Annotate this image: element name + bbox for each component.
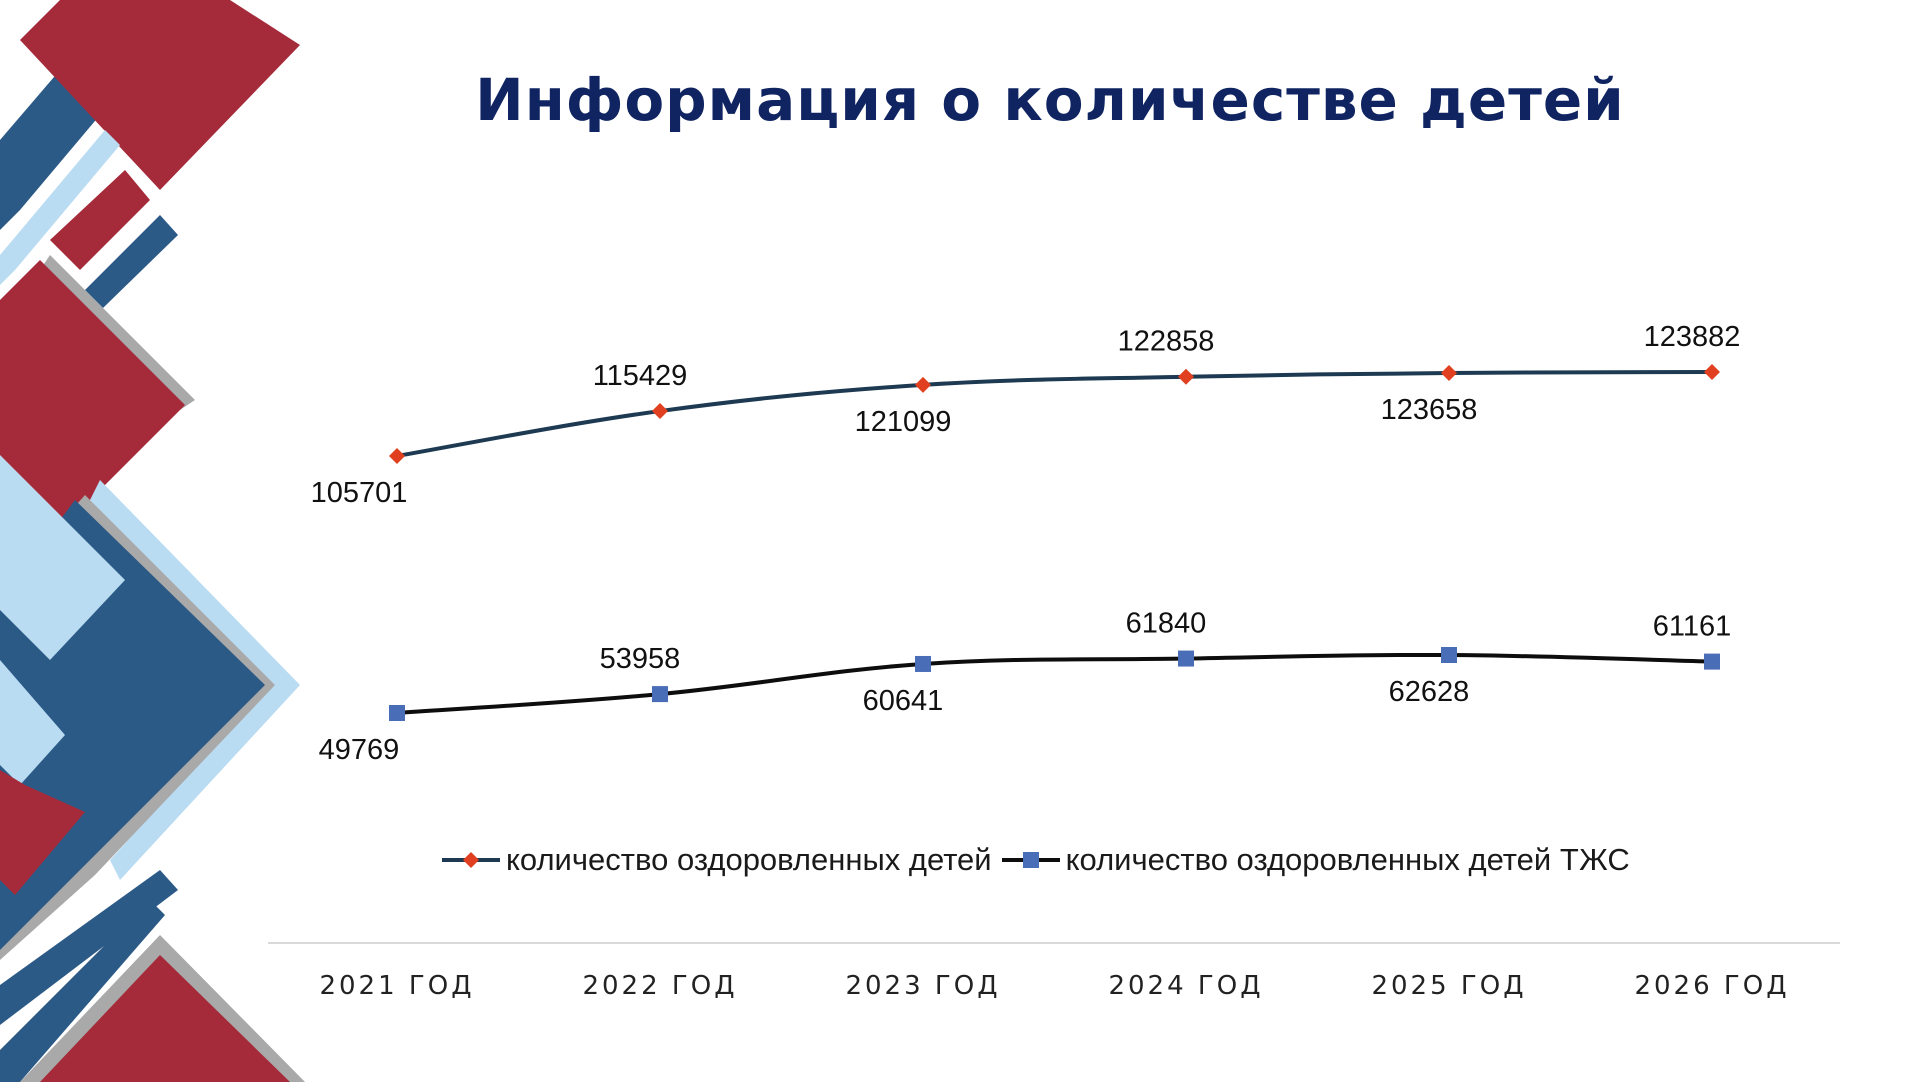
decor-shape [0, 770, 85, 895]
decor-shape [0, 900, 165, 1082]
data-label: 61840 [1126, 608, 1207, 640]
diamond-marker [1178, 368, 1194, 385]
decor-shape [20, 0, 300, 190]
data-label: 61161 [1653, 611, 1732, 643]
x-tick-label: 2023 ГОД [845, 971, 1000, 1001]
data-label: 105701 [311, 477, 408, 509]
decor-shape [50, 170, 150, 270]
square-marker [389, 705, 405, 721]
diamond-marker [652, 403, 668, 420]
series-layer: 105701 115429 121099 122858 123658 123882 4976… [311, 321, 1741, 766]
square-marker [1178, 650, 1194, 667]
chart-legend: количество оздоровленных детей количеств… [440, 842, 1700, 878]
series-line-1 [396, 370, 1713, 458]
data-label: 62628 [1389, 676, 1470, 708]
legend-item-series-1: количество оздоровленных детей [440, 842, 992, 878]
x-tick-label: 2025 ГОД [1371, 971, 1526, 1001]
series-line-2 [396, 652, 1713, 715]
legend-label-series-1: количество оздоровленных детей [506, 842, 992, 877]
square-marker [1704, 653, 1720, 670]
decor-shape [0, 870, 178, 1025]
data-label: 122858 [1118, 326, 1215, 358]
decor-shape [0, 130, 120, 285]
x-tick-label: 2021 ГОД [319, 971, 474, 1001]
x-tick-label: 2024 ГОД [1108, 971, 1263, 1001]
legend-square-icon [1001, 852, 1060, 868]
data-label: 60641 [863, 685, 944, 717]
square-marker [652, 686, 668, 703]
decor-shape [85, 215, 178, 308]
diamond-marker [389, 448, 405, 464]
data-label: 115429 [593, 360, 688, 392]
data-label: 49769 [319, 734, 400, 766]
x-tick-label: 2022 ГОД [582, 971, 737, 1001]
decor-shape [40, 955, 290, 1082]
diamond-marker [1441, 365, 1457, 382]
legend-item-series-2: количество оздоровленных детей ТЖС [1000, 842, 1630, 878]
data-label: 123658 [1381, 394, 1478, 426]
x-axis-labels: 2021 ГОД 2022 ГОД 2023 ГОД 2024 ГОД 2025 ГОД… [319, 971, 1789, 1001]
decor-shape [0, 455, 125, 660]
data-label: 121099 [855, 406, 952, 438]
decor-shape [40, 255, 195, 410]
diamond-marker [1704, 364, 1720, 380]
data-label: 123882 [1644, 321, 1741, 353]
page-title: Информация о количестве детей [475, 66, 1625, 134]
legend-label-series-2: количество оздоровленных детей ТЖС [1065, 842, 1630, 877]
square-marker [915, 655, 931, 672]
legend-diamond-icon [442, 852, 500, 868]
data-label: 53958 [600, 643, 681, 675]
decor-shape [0, 660, 65, 785]
decor-shape [90, 480, 300, 880]
square-marker [1441, 647, 1457, 663]
decor-shape [0, 260, 185, 530]
diamond-marker [915, 376, 931, 393]
decorative-sidebar [0, 0, 305, 1082]
x-tick-label: 2026 ГОД [1634, 971, 1789, 1001]
